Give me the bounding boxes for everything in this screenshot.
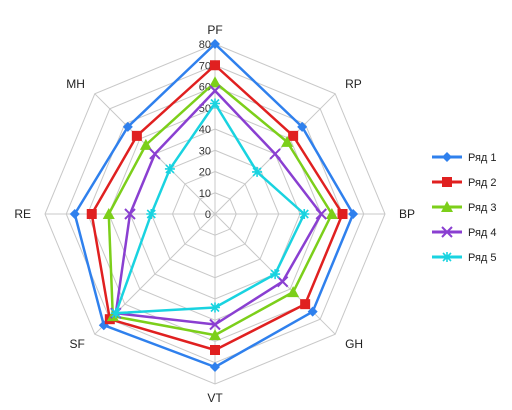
legend-item-4: Ряд 4: [432, 226, 497, 239]
series-4-point-rp: [269, 148, 281, 160]
series-3-point-mh: [139, 138, 152, 150]
series-2-point-re: [86, 209, 97, 219]
series-2-point-mh: [131, 130, 142, 141]
tick-label: 40: [199, 124, 211, 136]
axis-label-bp: BP: [399, 207, 415, 221]
legend-label: Ряд 3: [468, 202, 497, 214]
series-1-point-vt: [210, 362, 220, 372]
legend-marker: [441, 226, 453, 238]
series-1-point-rp: [297, 121, 308, 132]
data-series: [69, 39, 359, 372]
series-2-point-bp: [337, 209, 348, 219]
series-4-point-bp: [315, 208, 327, 220]
series-3-point-re: [102, 208, 115, 219]
legend-item-5: Ряд 5: [432, 252, 497, 264]
series-5-point-pf: [210, 98, 220, 109]
tick-label: 20: [199, 167, 211, 179]
legend-marker: [442, 177, 452, 187]
series-5: [110, 98, 310, 319]
legend-marker: [441, 201, 453, 212]
series-4-point-mh: [149, 148, 161, 160]
series-5-point-bp: [299, 209, 310, 219]
series-2-point-gh: [300, 299, 311, 310]
axis-label-sf: SF: [70, 337, 85, 351]
series-3-point-rp: [281, 135, 294, 147]
tick-label: 70: [199, 60, 211, 72]
series-1-point-re: [69, 209, 80, 219]
series-1-point-bp: [348, 209, 359, 219]
series-5-point-sf: [110, 308, 121, 319]
series-3-point-gh: [287, 286, 300, 298]
axis-label-gh: GH: [345, 337, 363, 351]
series-4-point-pf: [209, 85, 221, 97]
series-5-point-gh: [270, 269, 281, 280]
series-5-point-re: [146, 209, 157, 219]
series-3-point-pf: [209, 76, 221, 88]
series-3-point-vt: [209, 329, 221, 341]
tick-label: 0: [205, 209, 211, 221]
legend-marker: [442, 152, 452, 162]
legend-marker: [442, 252, 452, 262]
series-4-point-vt: [209, 318, 221, 331]
series-5-point-mh: [164, 163, 175, 174]
legend-label: Ряд 5: [468, 252, 497, 264]
series-4-point-gh: [276, 275, 289, 288]
tick-label: 60: [199, 82, 211, 94]
series-1-point-mh: [122, 121, 133, 132]
series-2-point-rp: [288, 130, 299, 141]
legend-item-2: Ряд 2: [432, 177, 497, 189]
axis-label-mh: MH: [66, 77, 85, 91]
legend-item-1: Ряд 1: [432, 152, 497, 164]
series-5-point-vt: [210, 302, 220, 313]
series-1-point-gh: [307, 306, 318, 317]
axis-label-rp: RP: [345, 77, 362, 91]
series-3: [102, 76, 338, 341]
legend: Ряд 1 Ряд 2 Ряд 3 Ряд 4 Ряд 5: [432, 152, 497, 264]
tick-label: 10: [199, 188, 211, 200]
legend-item-3: Ряд 3: [432, 201, 497, 214]
series-2-point-vt: [210, 345, 220, 355]
axis-label-pf: PF: [207, 23, 222, 37]
series-5-point-rp: [252, 166, 263, 177]
series-4-point-re: [124, 208, 136, 220]
tick-label: 30: [199, 145, 211, 157]
axis-label-re: RE: [14, 207, 31, 221]
axis-labels: PF RP BP GH VT SF RE MH: [14, 23, 415, 405]
series-1-point-pf: [210, 39, 220, 49]
axis-label-vt: VT: [207, 391, 223, 405]
series-3-point-bp: [325, 208, 338, 219]
legend-label: Ряд 4: [468, 227, 497, 239]
series-2-point-pf: [210, 60, 220, 71]
tick-label: 80: [199, 39, 211, 51]
legend-label: Ряд 2: [468, 177, 497, 189]
legend-label: Ряд 1: [468, 152, 497, 164]
series-1: [69, 39, 359, 372]
